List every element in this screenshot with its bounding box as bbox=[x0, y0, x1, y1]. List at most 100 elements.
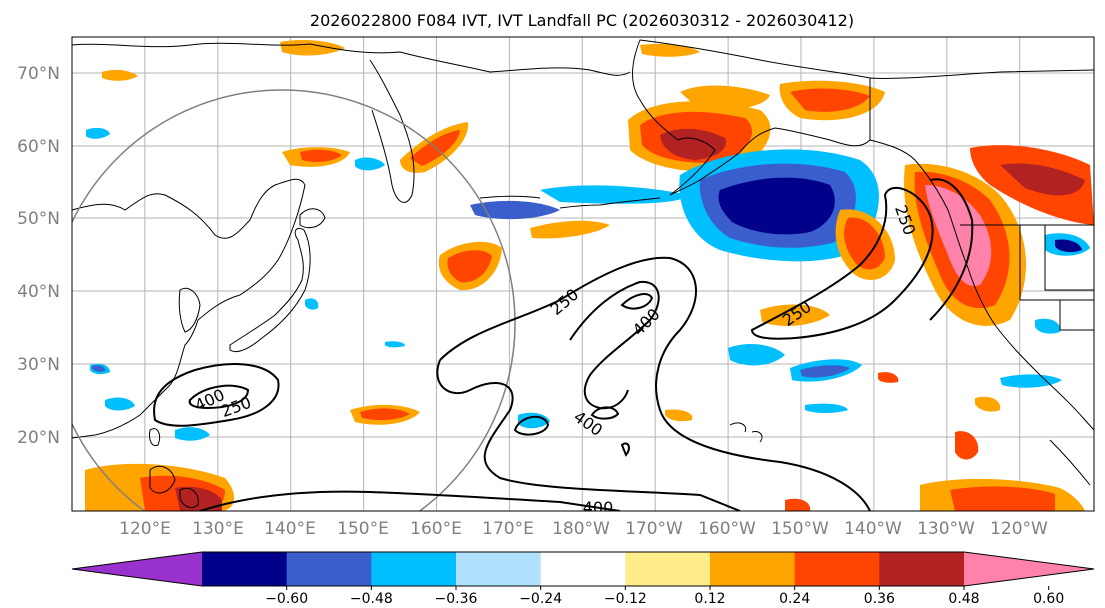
coastline-hawaii bbox=[729, 422, 763, 443]
colorbar-swatch bbox=[710, 552, 796, 586]
colorbar-swatch bbox=[371, 552, 457, 586]
coastline-korea bbox=[178, 287, 201, 333]
ivt-negative-region bbox=[1035, 318, 1061, 334]
ivt-positive-region bbox=[300, 149, 342, 163]
lon-label: 140°W bbox=[844, 519, 902, 539]
colorbar-swatch bbox=[879, 552, 965, 586]
coastline-central-america bbox=[1049, 439, 1091, 486]
ivt-positive-region bbox=[665, 409, 693, 422]
contour-250-coast bbox=[929, 178, 974, 321]
ivt-positive-region bbox=[760, 304, 830, 326]
coastline-north-america bbox=[869, 139, 1094, 431]
colorbar-extend-min bbox=[72, 552, 202, 586]
landfall-region-circle bbox=[72, 89, 516, 511]
colorbar-swatch bbox=[625, 552, 711, 586]
ivt-negative-region bbox=[385, 341, 405, 348]
contour-400-small bbox=[513, 415, 550, 436]
lat-label: 70°N bbox=[17, 64, 60, 84]
ivt-negative-region bbox=[305, 298, 319, 310]
colorbar-swatch bbox=[540, 552, 626, 586]
ivt-positive-region bbox=[360, 408, 410, 421]
ivt-positive-region bbox=[680, 85, 770, 111]
colorbar-tick-label: 0.24 bbox=[779, 591, 810, 604]
colorbar-tick-label: 0.60 bbox=[1033, 591, 1064, 604]
coastline-philippines bbox=[149, 465, 199, 508]
colorbar-tick-label: −0.24 bbox=[519, 591, 562, 604]
colorbar-tick-label: −0.36 bbox=[435, 591, 478, 604]
colorbar-tick-label: −0.60 bbox=[265, 591, 308, 604]
ivt-negative-region bbox=[355, 157, 385, 171]
colorbar-tick-label: 0.36 bbox=[864, 591, 895, 604]
ivt-positive-region bbox=[660, 128, 726, 160]
contour-400-south bbox=[199, 490, 621, 511]
coastline-japan bbox=[229, 227, 311, 353]
colorbar-tick-label: 0.48 bbox=[948, 591, 979, 604]
ivt-negative-region bbox=[175, 427, 210, 441]
colorbar-swatch bbox=[794, 552, 880, 586]
ivt-positive-region bbox=[447, 250, 492, 283]
lon-label: 140°E bbox=[264, 519, 316, 539]
lon-label: 170°E bbox=[482, 519, 534, 539]
ivt-negative-region bbox=[92, 365, 106, 372]
ivt-positive-region bbox=[955, 431, 979, 460]
border-canada bbox=[869, 69, 1094, 226]
lon-label: 160°W bbox=[698, 519, 756, 539]
contour-250-main bbox=[436, 256, 871, 511]
coastlines bbox=[72, 39, 1094, 508]
ivt-shading bbox=[85, 40, 1094, 511]
ivt-negative-region bbox=[1055, 239, 1082, 253]
latitude-labels: 70°N 60°N 50°N 40°N 30°N 20°N bbox=[17, 64, 60, 448]
contour-250-west bbox=[153, 363, 280, 427]
ivt-positive-region bbox=[640, 43, 700, 57]
colorbar-tick-label: −0.48 bbox=[350, 591, 393, 604]
coastline-japan-hokkaido bbox=[299, 208, 326, 229]
coastline-taiwan bbox=[149, 428, 161, 447]
colorbar: −0.60 −0.48 −0.36 −0.24 −0.12 0.12 0.24 0.36 0.4… bbox=[71, 551, 1095, 607]
ivt-negative-region bbox=[718, 177, 835, 235]
map-background bbox=[72, 37, 1094, 511]
ivt-negative-region bbox=[470, 200, 560, 220]
lon-label: 120°E bbox=[119, 519, 171, 539]
ivt-negative-region bbox=[86, 127, 110, 139]
border-us-states bbox=[1019, 225, 1094, 331]
ivt-negative-region bbox=[728, 344, 785, 366]
contour-400-west bbox=[188, 384, 250, 410]
ivt-positive-region bbox=[102, 69, 138, 81]
ivt-negative-region bbox=[1000, 374, 1062, 388]
coastline-asia bbox=[72, 178, 306, 439]
lat-label: 40°N bbox=[17, 282, 60, 302]
colorbar-tick-label: 0.12 bbox=[694, 591, 725, 604]
ivt-negative-region bbox=[805, 403, 848, 413]
ivt-contours bbox=[153, 178, 974, 511]
lon-label: 160°E bbox=[410, 519, 462, 539]
colorbar-extend-max bbox=[964, 552, 1094, 586]
lon-label: 150°E bbox=[337, 519, 389, 539]
contour-400-inner bbox=[620, 293, 654, 310]
ivt-positive-region bbox=[950, 486, 1055, 511]
lat-label: 60°N bbox=[17, 137, 60, 157]
lon-label: 130°E bbox=[192, 519, 244, 539]
coastline-kamchatka bbox=[369, 59, 415, 203]
lat-label: 50°N bbox=[17, 209, 60, 229]
longitude-labels: 120°E 130°E 140°E 150°E 160°E 170°E 180°… bbox=[119, 519, 1048, 539]
lat-label: 30°N bbox=[17, 355, 60, 375]
contour-400-small bbox=[590, 406, 620, 420]
ivt-negative-region bbox=[518, 412, 550, 429]
coastline-aleutians bbox=[479, 195, 661, 209]
contour-label: 400 bbox=[583, 498, 614, 517]
lat-label: 20°N bbox=[17, 428, 60, 448]
ivt-positive-region bbox=[280, 40, 345, 56]
lon-label: 150°W bbox=[771, 519, 829, 539]
colorbar-outline bbox=[71, 551, 1095, 587]
ivt-positive-region bbox=[785, 498, 811, 511]
ivt-negative-region bbox=[105, 397, 135, 411]
ivt-positive-region bbox=[844, 217, 885, 270]
gridlines bbox=[72, 37, 1094, 511]
ivt-positive-region bbox=[925, 185, 992, 286]
contour-250-east bbox=[750, 186, 934, 340]
map-frame bbox=[71, 36, 1095, 512]
lon-label: 120°W bbox=[990, 519, 1048, 539]
lon-label: 180°W bbox=[552, 519, 610, 539]
coastline-siberia bbox=[72, 42, 631, 76]
